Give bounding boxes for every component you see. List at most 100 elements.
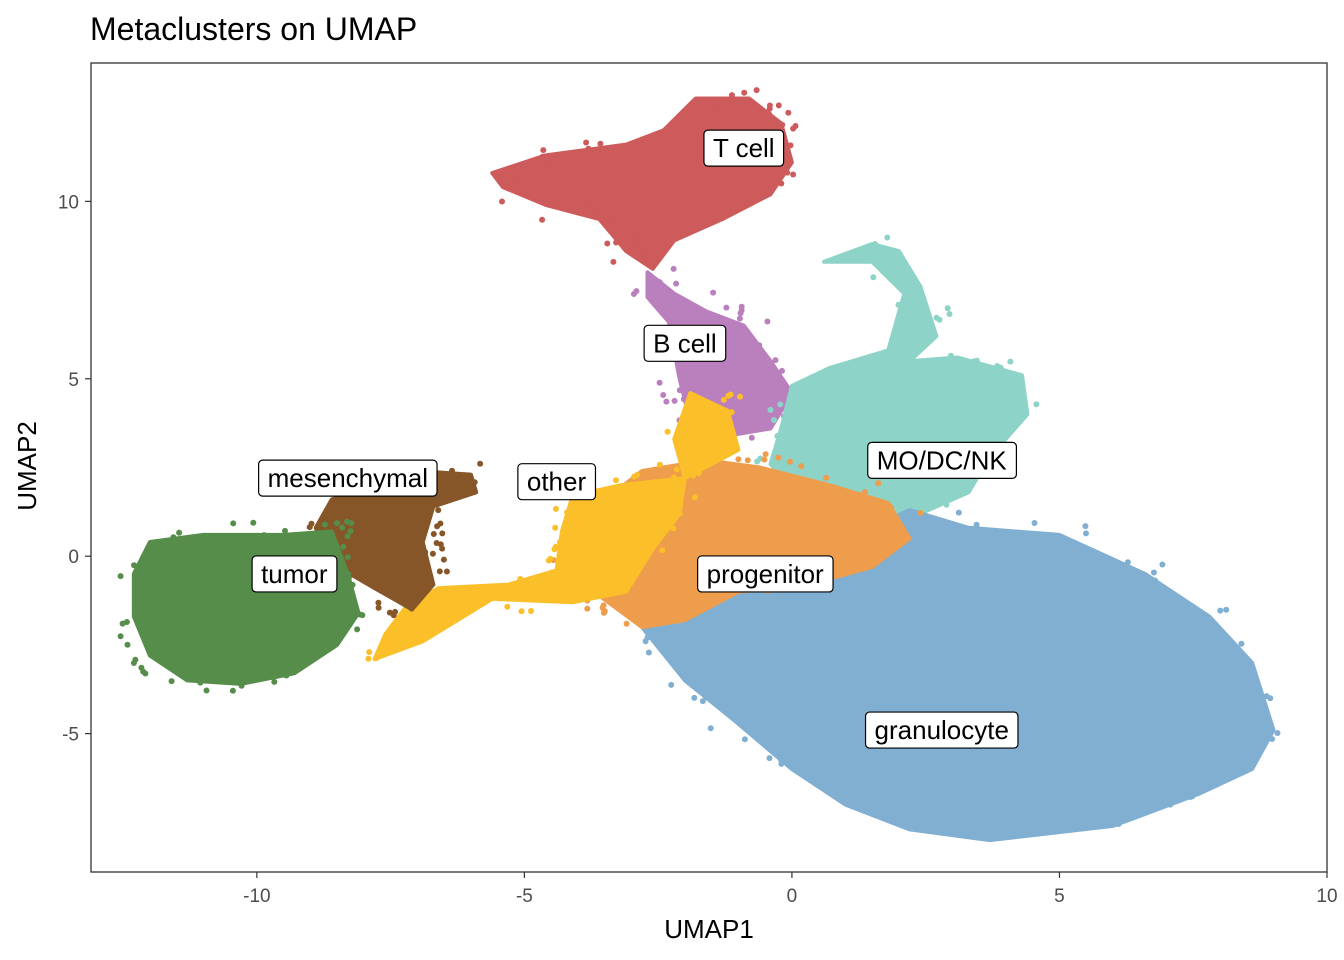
cluster-label-tumor: tumor	[251, 555, 338, 593]
cluster-point	[406, 642, 413, 649]
cluster-point	[610, 258, 617, 265]
cluster-point	[673, 466, 680, 473]
cluster-point	[963, 372, 970, 379]
cluster-point	[790, 171, 797, 178]
cluster-point	[371, 582, 378, 589]
cluster-point	[477, 460, 484, 467]
cluster-point	[356, 565, 363, 571]
cluster-point	[392, 608, 399, 615]
cluster-point	[779, 452, 786, 459]
cluster-point	[1167, 801, 1174, 808]
cluster-point	[869, 247, 876, 254]
cluster-point	[754, 721, 761, 728]
cluster-point	[683, 417, 690, 424]
cluster-point	[673, 280, 680, 287]
cluster-label-text: B cell	[653, 328, 717, 358]
cluster-point	[409, 597, 416, 604]
cluster-point	[438, 595, 445, 602]
cluster-point	[207, 671, 214, 678]
cluster-point	[168, 678, 175, 685]
cluster-point	[766, 102, 773, 109]
cluster-point	[1013, 412, 1020, 419]
cluster-point	[947, 352, 954, 359]
cluster-point	[798, 753, 805, 760]
cluster-point	[1223, 606, 1230, 613]
cluster-point	[748, 434, 755, 441]
cluster-point	[751, 365, 758, 372]
cluster-point	[656, 279, 663, 286]
cluster-point	[117, 573, 124, 580]
cluster-point	[777, 401, 784, 408]
cluster-point	[725, 392, 732, 399]
cluster-point	[1003, 392, 1010, 399]
cluster-point	[386, 609, 393, 616]
cluster-point	[812, 482, 819, 489]
cluster-point	[261, 532, 268, 539]
cluster-point	[1181, 607, 1188, 614]
cluster-point	[373, 655, 380, 661]
cluster-point	[660, 613, 667, 620]
cluster-point	[766, 475, 773, 482]
cluster-point	[552, 505, 559, 512]
cluster-point	[749, 421, 756, 427]
cluster-point	[590, 210, 597, 217]
cluster-point	[238, 682, 245, 689]
cluster-point	[794, 403, 801, 410]
cluster-point	[437, 541, 444, 548]
cluster-point	[775, 454, 782, 461]
cluster-point	[556, 539, 563, 546]
cluster-point	[563, 152, 570, 159]
cluster-point	[683, 109, 689, 116]
cluster-point	[670, 525, 677, 532]
cluster-point	[406, 559, 413, 566]
cluster-point	[943, 501, 950, 508]
cluster-point	[553, 189, 560, 195]
cluster-point	[621, 244, 628, 251]
cluster-point	[136, 592, 143, 599]
cluster-point	[615, 219, 622, 226]
cluster-point	[931, 330, 938, 337]
cluster-point	[775, 483, 782, 490]
cluster-point	[955, 509, 962, 516]
cluster-point	[834, 500, 841, 507]
cluster-point	[944, 305, 951, 312]
cluster-point	[633, 612, 639, 619]
cluster-point	[514, 178, 520, 185]
cluster-point	[671, 474, 678, 481]
cluster-point	[344, 554, 351, 561]
cluster-point	[696, 460, 703, 467]
cluster-point	[140, 668, 147, 675]
cluster-point	[974, 357, 980, 364]
cluster-point	[637, 253, 644, 260]
cluster-point	[415, 563, 422, 570]
cluster-point	[226, 666, 233, 673]
cluster-point	[540, 147, 547, 154]
cluster-point	[142, 556, 149, 563]
cluster-point	[1007, 358, 1014, 365]
cluster-point	[437, 520, 444, 527]
cluster-point	[690, 472, 697, 479]
cluster-point	[659, 547, 666, 554]
cluster-point	[770, 417, 777, 423]
cluster-point	[1149, 598, 1156, 605]
cluster-point	[1031, 520, 1038, 526]
cluster-point	[646, 288, 652, 295]
cluster-label-other: other	[517, 463, 597, 501]
cluster-point	[676, 502, 683, 509]
cluster-point	[560, 593, 567, 600]
cluster-point	[662, 501, 669, 508]
cluster-point	[623, 620, 630, 627]
cluster-point	[607, 222, 614, 229]
cluster-point	[901, 533, 907, 540]
cluster-point	[583, 139, 590, 146]
cluster-point	[564, 509, 571, 516]
cluster-point	[1263, 693, 1270, 700]
cluster-point	[576, 512, 582, 519]
cluster-point	[696, 449, 703, 456]
cluster-point	[405, 591, 411, 598]
cluster-point	[717, 703, 724, 710]
cluster-point	[439, 530, 446, 537]
cluster-point	[372, 565, 379, 571]
cluster-region-tumor	[131, 529, 361, 686]
